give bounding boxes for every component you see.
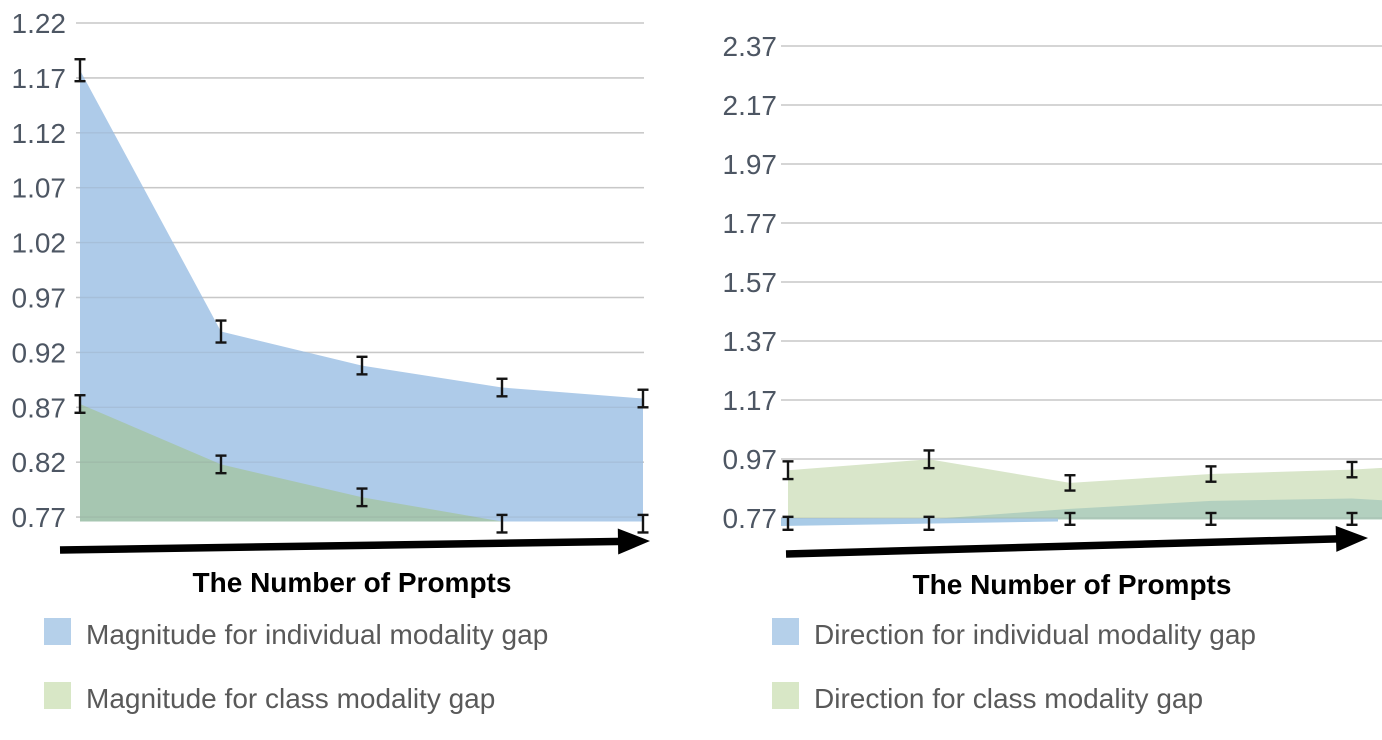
svg-text:0.97: 0.97	[723, 444, 778, 475]
magnitude-class-legend-swatch	[44, 682, 71, 709]
magnitude-individual-legend-label: Magnitude for individual modality gap	[86, 619, 548, 650]
direction-legend: Direction for individual modality gap Di…	[772, 618, 1256, 714]
direction-individual-legend-swatch	[772, 618, 799, 645]
direction-x-axis-label: The Number of Prompts	[913, 569, 1232, 600]
svg-text:1.57: 1.57	[723, 267, 778, 298]
magnitude-legend: Magnitude for individual modality gap Ma…	[44, 618, 548, 714]
direction-class-legend-swatch	[772, 682, 799, 709]
direction-class-legend-label: Direction for class modality gap	[814, 683, 1203, 714]
magnitude-x-axis-label: The Number of Prompts	[193, 567, 512, 598]
svg-text:1.07: 1.07	[12, 173, 67, 204]
svg-text:2.37: 2.37	[723, 31, 778, 62]
svg-text:1.37: 1.37	[723, 326, 778, 357]
magnitude-individual-legend-swatch	[44, 618, 71, 645]
svg-text:1.02: 1.02	[12, 228, 67, 259]
direction-individual-legend-label: Direction for individual modality gap	[814, 619, 1256, 650]
svg-text:0.92: 0.92	[12, 337, 67, 368]
direction-chart-plot: 2.37 2.17 1.97 1.77 1.57 1.37 1.17 0.97 0.77	[723, 31, 1382, 558]
svg-text:0.77: 0.77	[723, 503, 778, 534]
svg-text:0.97: 0.97	[12, 283, 67, 314]
magnitude-class-legend-label: Magnitude for class modality gap	[86, 683, 495, 714]
svg-text:0.77: 0.77	[12, 502, 67, 533]
svg-text:2.17: 2.17	[723, 90, 778, 121]
magnitude-chart-plot: 1.22 1.17 1.12 1.07 1.02 0.97 0.92 0.87 0.82 0.77	[12, 8, 650, 555]
svg-text:1.17: 1.17	[12, 63, 67, 94]
svg-text:1.97: 1.97	[723, 149, 778, 180]
svg-text:1.77: 1.77	[723, 208, 778, 239]
svg-text:0.82: 0.82	[12, 447, 67, 478]
svg-text:1.12: 1.12	[12, 118, 67, 149]
svg-text:1.17: 1.17	[723, 385, 778, 416]
svg-text:0.87: 0.87	[12, 392, 67, 423]
svg-text:1.22: 1.22	[12, 8, 67, 39]
